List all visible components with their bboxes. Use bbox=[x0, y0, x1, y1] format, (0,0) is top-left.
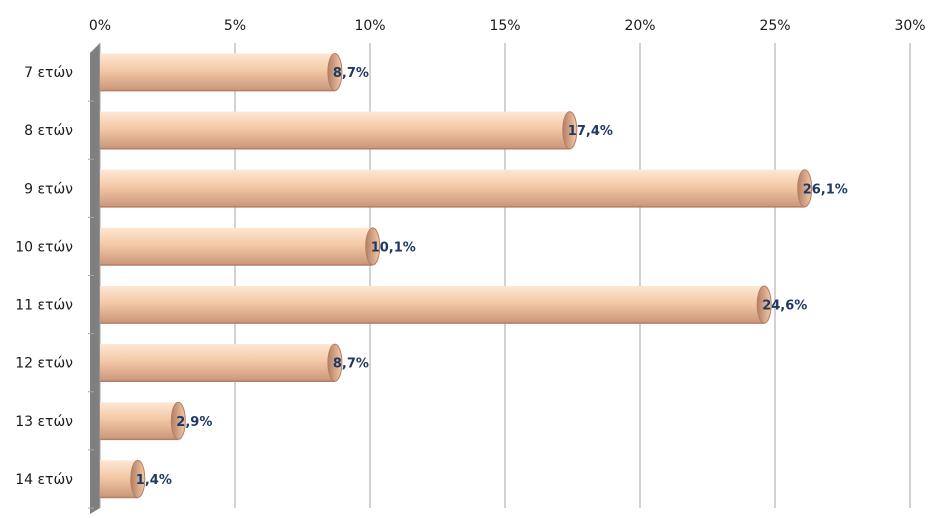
x-tick-label-4: 20% bbox=[624, 18, 655, 34]
bar-cap-6 bbox=[170, 401, 186, 440]
bar-cap-4 bbox=[756, 285, 772, 324]
bar-0 bbox=[100, 53, 335, 91]
bar-cap-7 bbox=[130, 459, 146, 499]
bar-cap-2 bbox=[797, 169, 813, 208]
data-label-0: 8,7% bbox=[333, 66, 369, 81]
data-label-6: 2,9% bbox=[176, 415, 212, 430]
chart-side-wall bbox=[90, 43, 100, 514]
data-label-2: 26,1% bbox=[803, 182, 848, 197]
x-tick-label-0: 0% bbox=[89, 18, 111, 34]
category-label-1: 8 ετών bbox=[24, 123, 73, 139]
data-label-4: 24,6% bbox=[762, 299, 807, 314]
category-label-4: 11 ετών bbox=[15, 298, 73, 314]
x-tick-label-6: 30% bbox=[894, 18, 925, 34]
bar-3 bbox=[100, 227, 373, 266]
bar-4 bbox=[100, 285, 765, 324]
x-tick-label-3: 15% bbox=[489, 18, 520, 34]
x-tick-label-1: 5% bbox=[224, 18, 246, 34]
data-label-1: 17,4% bbox=[568, 124, 613, 139]
bar-cap-0 bbox=[327, 52, 343, 92]
data-label-5: 8,7% bbox=[333, 357, 369, 372]
category-label-7: 14 ετών bbox=[15, 472, 73, 488]
bar-1 bbox=[100, 111, 570, 149]
bar-6 bbox=[100, 402, 179, 440]
category-label-5: 12 ετών bbox=[15, 356, 73, 372]
data-label-3: 10,1% bbox=[371, 240, 416, 255]
bar-5 bbox=[100, 344, 335, 382]
data-label-7: 1,4% bbox=[136, 473, 172, 488]
bar-cap-3 bbox=[365, 227, 381, 266]
x-tick-label-5: 25% bbox=[759, 18, 790, 34]
category-label-6: 13 ετών bbox=[15, 414, 73, 430]
x-tick-label-2: 10% bbox=[354, 18, 385, 34]
bar-2 bbox=[100, 169, 805, 207]
category-label-0: 7 ετών bbox=[24, 65, 73, 81]
category-label-2: 9 ετών bbox=[24, 181, 73, 197]
category-label-3: 10 ετών bbox=[15, 239, 73, 255]
bar-cap-1 bbox=[562, 111, 578, 150]
bar-cap-5 bbox=[327, 343, 343, 382]
